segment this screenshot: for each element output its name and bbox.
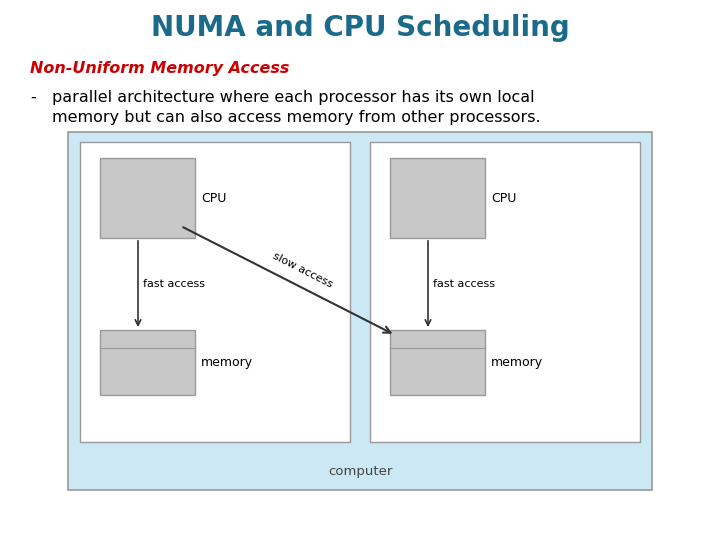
Text: memory but can also access memory from other processors.: memory but can also access memory from o… [52, 110, 541, 125]
Text: slow access: slow access [271, 251, 335, 290]
Bar [80, 142, 350, 442]
Text: fast access: fast access [143, 279, 205, 289]
Text: computer: computer [328, 465, 392, 478]
Bar [100, 330, 195, 395]
Bar [100, 158, 195, 238]
Text: Non-Uniform Memory Access: Non-Uniform Memory Access [30, 60, 289, 76]
Bar [370, 142, 640, 442]
Text: fast access: fast access [433, 279, 495, 289]
Text: CPU: CPU [491, 192, 516, 205]
Bar [390, 330, 485, 395]
Text: -: - [30, 90, 36, 105]
Text: NUMA and CPU Scheduling: NUMA and CPU Scheduling [150, 14, 570, 42]
Bar [68, 132, 652, 490]
Text: CPU: CPU [201, 192, 226, 205]
Text: parallel architecture where each processor has its own local: parallel architecture where each process… [52, 90, 535, 105]
Text: memory: memory [491, 356, 543, 369]
Bar [390, 158, 485, 238]
Text: memory: memory [201, 356, 253, 369]
